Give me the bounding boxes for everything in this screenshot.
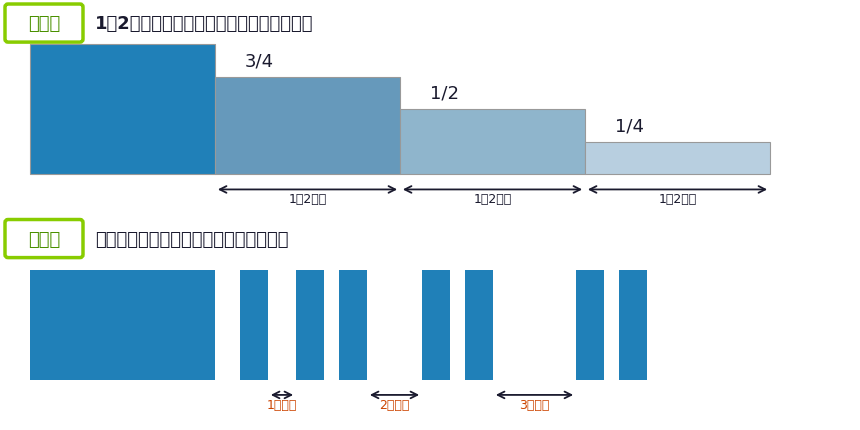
Bar	[422, 270, 450, 380]
Text: 1/4: 1/4	[615, 117, 644, 135]
Bar	[240, 270, 268, 380]
Text: 1～2週間: 1～2週間	[473, 193, 512, 206]
Bar	[339, 270, 367, 380]
FancyBboxPatch shape	[5, 220, 83, 258]
Text: 1日おき: 1日おき	[267, 398, 298, 411]
Text: 1～2週間: 1～2週間	[659, 193, 697, 206]
Text: 3/4: 3/4	[245, 52, 274, 70]
Bar	[30, 45, 215, 175]
Bar	[296, 270, 324, 380]
Bar	[215, 78, 400, 175]
Text: 3日おき: 3日おき	[519, 398, 550, 411]
Bar	[30, 270, 215, 380]
Text: 服用の間隔を少しずつ長くしていく方法: 服用の間隔を少しずつ長くしていく方法	[95, 230, 288, 248]
Bar	[585, 143, 770, 175]
Text: 2日おき: 2日おき	[379, 398, 409, 411]
Text: 1～2週間: 1～2週間	[288, 193, 327, 206]
Bar	[400, 110, 585, 175]
Bar	[619, 270, 647, 380]
Bar	[576, 270, 604, 380]
FancyBboxPatch shape	[5, 5, 83, 43]
Text: 漸減法: 漸減法	[28, 15, 60, 33]
Bar	[465, 270, 493, 380]
Text: 1～2週間ごとに少しずつ減らしていく方法: 1～2週間ごとに少しずつ減らしていく方法	[95, 15, 314, 33]
Text: 隔日法: 隔日法	[28, 230, 60, 248]
Text: 1/2: 1/2	[430, 84, 459, 102]
